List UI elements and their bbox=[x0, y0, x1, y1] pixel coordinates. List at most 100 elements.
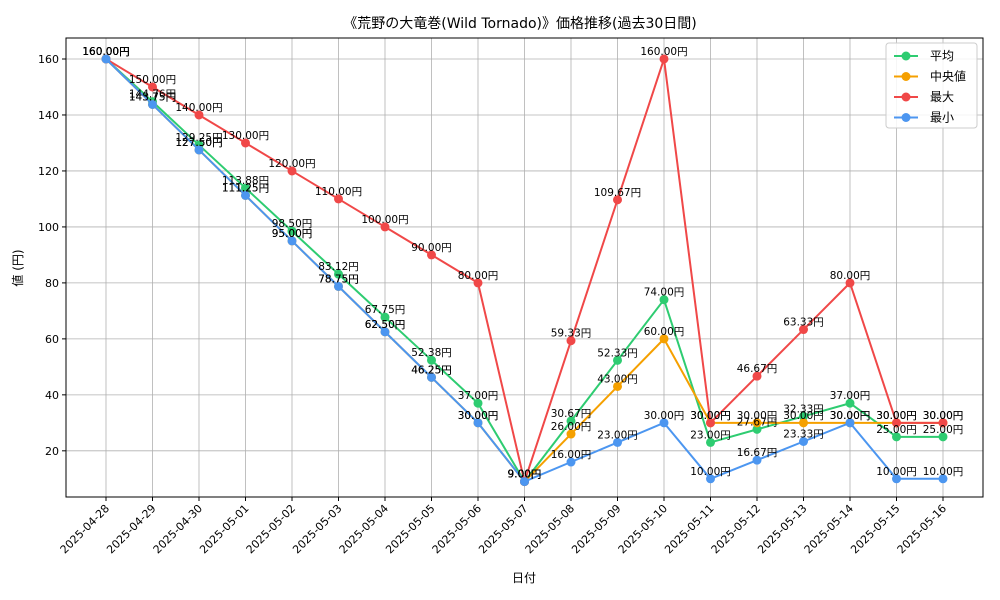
legend-label: 最大 bbox=[930, 90, 954, 104]
data-point bbox=[938, 432, 948, 442]
legend-label: 平均 bbox=[930, 49, 954, 63]
data-label: 144.76円 bbox=[129, 89, 176, 101]
data-point bbox=[613, 381, 622, 391]
data-label: 43.00円 bbox=[597, 373, 638, 385]
data-label: 10.00円 bbox=[690, 466, 731, 478]
data-point bbox=[148, 82, 157, 92]
y-tick-label: 140 bbox=[38, 109, 59, 122]
data-point bbox=[613, 195, 622, 205]
data-label: 60.00円 bbox=[644, 326, 685, 338]
data-point bbox=[287, 236, 297, 246]
data-label: 143.75円 bbox=[129, 91, 176, 103]
data-point bbox=[659, 334, 669, 344]
data-label: 160.00円 bbox=[640, 46, 687, 58]
data-label: 63.33円 bbox=[783, 317, 824, 329]
data-point bbox=[706, 437, 715, 447]
data-point bbox=[892, 474, 901, 484]
data-label: 30.00円 bbox=[737, 410, 778, 422]
y-axis-label: 値 (円) bbox=[10, 249, 25, 286]
data-label: 26.00円 bbox=[551, 421, 592, 433]
data-label: 98.50円 bbox=[272, 218, 313, 230]
data-point bbox=[938, 474, 948, 484]
data-label: 52.38円 bbox=[411, 347, 452, 359]
data-label: 30.00円 bbox=[923, 410, 964, 422]
data-point bbox=[892, 418, 901, 428]
data-point bbox=[194, 145, 204, 155]
data-label: 52.33円 bbox=[597, 347, 638, 359]
data-point bbox=[706, 418, 715, 428]
y-tick-label: 60 bbox=[45, 333, 59, 346]
legend-marker bbox=[901, 51, 911, 61]
data-point bbox=[241, 190, 250, 200]
y-tick-label: 120 bbox=[38, 165, 59, 178]
data-label: 143.75円 bbox=[129, 91, 176, 103]
data-label: 111.25円 bbox=[222, 182, 269, 194]
data-label: 90.00円 bbox=[411, 242, 452, 254]
data-label: 78.75円 bbox=[318, 273, 359, 285]
series-1 bbox=[101, 54, 948, 487]
legend-label: 最小 bbox=[930, 111, 954, 125]
x-tick-label: 2025-05-16 bbox=[895, 502, 949, 556]
y-axis-ticks: 20 40 60 80 100 120 140 160 bbox=[38, 53, 66, 458]
data-label: 16.67円 bbox=[737, 447, 778, 459]
data-labels: 160.00円 144.76円 129.25円 113.88円 98.50円 83.12円… bbox=[82, 46, 963, 481]
y-tick-label: 80 bbox=[45, 277, 59, 290]
data-point bbox=[799, 325, 808, 335]
data-label: 9.00円 bbox=[508, 469, 542, 481]
data-label: 30.00円 bbox=[690, 410, 731, 422]
data-point bbox=[101, 54, 111, 64]
data-point bbox=[892, 432, 901, 442]
data-point bbox=[659, 54, 669, 64]
data-label: 150.00円 bbox=[129, 74, 176, 86]
data-label: 113.88円 bbox=[222, 175, 269, 187]
data-point bbox=[752, 424, 762, 434]
data-label: 160.00円 bbox=[82, 46, 129, 58]
data-label: 25.00円 bbox=[923, 424, 964, 436]
data-label: 78.75円 bbox=[318, 273, 359, 285]
data-label: 25.00円 bbox=[876, 424, 917, 436]
data-point bbox=[473, 398, 483, 408]
data-label: 30.00円 bbox=[783, 410, 824, 422]
x-axis-label: 日付 bbox=[512, 571, 536, 585]
data-point bbox=[148, 99, 157, 109]
data-point bbox=[380, 327, 390, 337]
data-label: 46.25円 bbox=[411, 364, 452, 376]
data-point bbox=[427, 355, 436, 365]
data-label: 160.00円 bbox=[82, 46, 129, 58]
data-label: 32.33円 bbox=[783, 403, 824, 415]
data-point bbox=[799, 411, 808, 421]
data-label: 30.00円 bbox=[458, 410, 499, 422]
data-label: 140.00円 bbox=[175, 102, 222, 114]
x-axis-ticks: 2025-04-282025-04-292025-04-302025-05-01… bbox=[58, 497, 949, 556]
data-label: 62.50円 bbox=[365, 319, 406, 331]
data-label: 30.67円 bbox=[551, 408, 592, 420]
data-point bbox=[473, 278, 483, 288]
data-label: 74.00円 bbox=[644, 287, 685, 299]
data-label: 46.67円 bbox=[737, 363, 778, 375]
data-label: 30.00円 bbox=[644, 410, 685, 422]
data-label: 130.00円 bbox=[222, 130, 269, 142]
data-point bbox=[845, 278, 855, 288]
data-label: 10.00円 bbox=[876, 466, 917, 478]
data-label: 30.00円 bbox=[830, 410, 871, 422]
data-point bbox=[845, 418, 855, 428]
data-label: 10.00円 bbox=[923, 466, 964, 478]
y-tick-label: 100 bbox=[38, 221, 59, 234]
data-point bbox=[334, 269, 343, 279]
data-point bbox=[799, 418, 808, 428]
data-label: 46.25円 bbox=[411, 364, 452, 376]
data-label: 127.50円 bbox=[175, 137, 222, 149]
legend-marker bbox=[901, 113, 911, 122]
data-label: 80.00円 bbox=[830, 270, 871, 282]
data-point bbox=[380, 312, 390, 322]
data-label: 23.00円 bbox=[690, 429, 731, 441]
data-label: 37.00円 bbox=[830, 390, 871, 402]
data-label: 9.00円 bbox=[508, 469, 542, 481]
data-point bbox=[752, 455, 762, 465]
data-point bbox=[334, 194, 343, 204]
data-point bbox=[287, 226, 297, 236]
data-label: 160.00円 bbox=[82, 46, 129, 58]
data-point bbox=[845, 398, 855, 408]
data-label: 129.25円 bbox=[175, 132, 222, 144]
data-label: 30.00円 bbox=[458, 410, 499, 422]
